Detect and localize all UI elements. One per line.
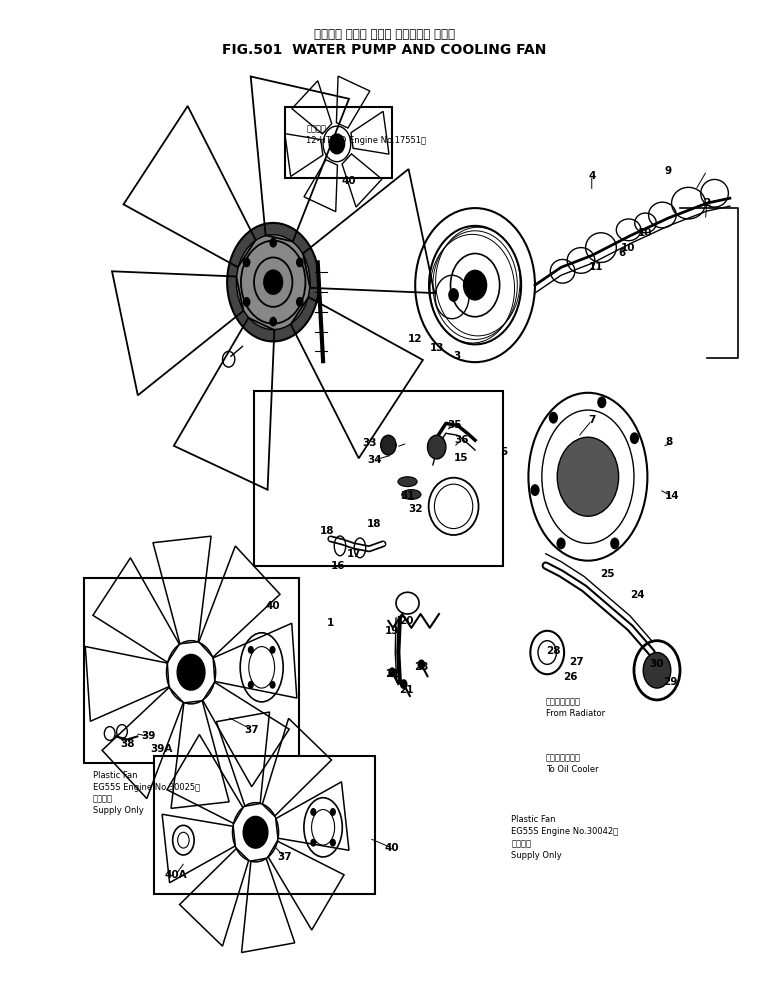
Circle shape (310, 839, 316, 847)
Text: 15: 15 (454, 453, 468, 463)
Circle shape (549, 411, 558, 423)
Text: 40: 40 (266, 601, 281, 611)
Text: 32: 32 (408, 504, 422, 514)
Text: Plastic Fan
EG55S Engine No.30025～
補給専用
Supply Only: Plastic Fan EG55S Engine No.30025～ 補給専用 … (93, 771, 200, 816)
Text: 20: 20 (399, 616, 413, 626)
Circle shape (381, 435, 396, 455)
Circle shape (630, 432, 639, 444)
Circle shape (243, 817, 268, 848)
Text: 2: 2 (704, 198, 711, 208)
Text: 21: 21 (399, 685, 413, 695)
Circle shape (598, 397, 607, 408)
Circle shape (557, 537, 566, 549)
Circle shape (248, 680, 254, 688)
Text: 9: 9 (665, 165, 672, 176)
Circle shape (428, 435, 446, 459)
Text: 26: 26 (563, 673, 578, 682)
Text: 3: 3 (454, 351, 461, 361)
Text: 18: 18 (320, 526, 335, 536)
Text: 6: 6 (619, 247, 626, 257)
Ellipse shape (398, 477, 417, 487)
Text: 7: 7 (588, 415, 595, 425)
Text: 24: 24 (631, 590, 645, 600)
Circle shape (236, 234, 310, 329)
Text: 18: 18 (368, 519, 381, 529)
Text: 36: 36 (454, 435, 468, 445)
Text: Plastic Fan
EG55S Engine No.30042～
補給専用
Supply Only: Plastic Fan EG55S Engine No.30042～ 補給専用 … (511, 816, 618, 859)
Text: 19: 19 (385, 626, 399, 636)
Circle shape (531, 485, 540, 496)
Text: 28: 28 (546, 646, 561, 656)
Text: ラジエータから
From Radiator: ラジエータから From Radiator (546, 697, 605, 718)
Text: 23: 23 (414, 663, 428, 673)
Text: 8: 8 (665, 437, 672, 447)
Circle shape (558, 437, 618, 516)
Circle shape (448, 288, 459, 302)
Text: 35: 35 (447, 420, 461, 430)
Text: 17: 17 (347, 549, 361, 559)
Text: ウォータ ポンプ および クーリング ファン: ウォータ ポンプ および クーリング ファン (314, 28, 455, 41)
Text: 10: 10 (638, 227, 653, 237)
Text: 1: 1 (327, 618, 335, 628)
Circle shape (248, 646, 254, 654)
Text: 16: 16 (331, 561, 346, 571)
Text: 39A: 39A (151, 745, 173, 755)
Circle shape (296, 297, 304, 307)
Circle shape (388, 668, 396, 677)
Text: 40: 40 (384, 843, 399, 854)
Text: 14: 14 (665, 492, 680, 501)
Circle shape (310, 808, 316, 816)
Circle shape (329, 135, 345, 153)
Circle shape (264, 270, 282, 294)
Text: 37: 37 (278, 852, 292, 862)
Text: 10: 10 (621, 242, 635, 252)
Circle shape (177, 655, 205, 690)
Text: 12: 12 (408, 334, 422, 344)
Text: 30: 30 (650, 660, 664, 670)
Circle shape (296, 257, 304, 267)
Text: オイルクーラへ
To Oil Cooler: オイルクーラへ To Oil Cooler (546, 754, 598, 774)
Text: 22: 22 (385, 670, 399, 679)
Circle shape (330, 839, 336, 847)
Text: 33: 33 (362, 438, 376, 448)
Text: 27: 27 (569, 658, 584, 668)
Bar (254, 391, 504, 566)
Circle shape (400, 679, 408, 689)
Circle shape (269, 316, 277, 326)
Circle shape (227, 223, 319, 341)
Text: 11: 11 (588, 262, 603, 272)
Circle shape (464, 270, 487, 300)
Circle shape (269, 237, 277, 247)
Text: 40A: 40A (165, 869, 187, 880)
Ellipse shape (401, 490, 421, 499)
Bar (84, 579, 298, 764)
Text: 40: 40 (341, 176, 356, 187)
Text: 5: 5 (500, 447, 507, 457)
Text: 4: 4 (588, 170, 595, 181)
Text: 38: 38 (120, 740, 135, 750)
Circle shape (330, 808, 336, 816)
Text: 39: 39 (141, 732, 156, 742)
Circle shape (418, 660, 425, 670)
Text: 25: 25 (600, 569, 614, 579)
Circle shape (643, 653, 671, 688)
Text: FIG.501  WATER PUMP AND COOLING FAN: FIG.501 WATER PUMP AND COOLING FAN (222, 44, 547, 57)
Text: 34: 34 (368, 455, 382, 465)
Circle shape (610, 537, 619, 549)
Text: 29: 29 (663, 677, 677, 687)
Circle shape (269, 680, 275, 688)
Bar (155, 757, 375, 894)
Text: 適用号機
12-HT,HD Engine No.17551～: 適用号機 12-HT,HD Engine No.17551～ (306, 125, 426, 145)
Text: 13: 13 (429, 343, 444, 353)
Bar (285, 108, 392, 178)
Text: 37: 37 (245, 725, 259, 735)
Circle shape (243, 257, 251, 267)
Text: 31: 31 (401, 492, 414, 501)
Circle shape (269, 646, 275, 654)
Circle shape (243, 297, 251, 307)
